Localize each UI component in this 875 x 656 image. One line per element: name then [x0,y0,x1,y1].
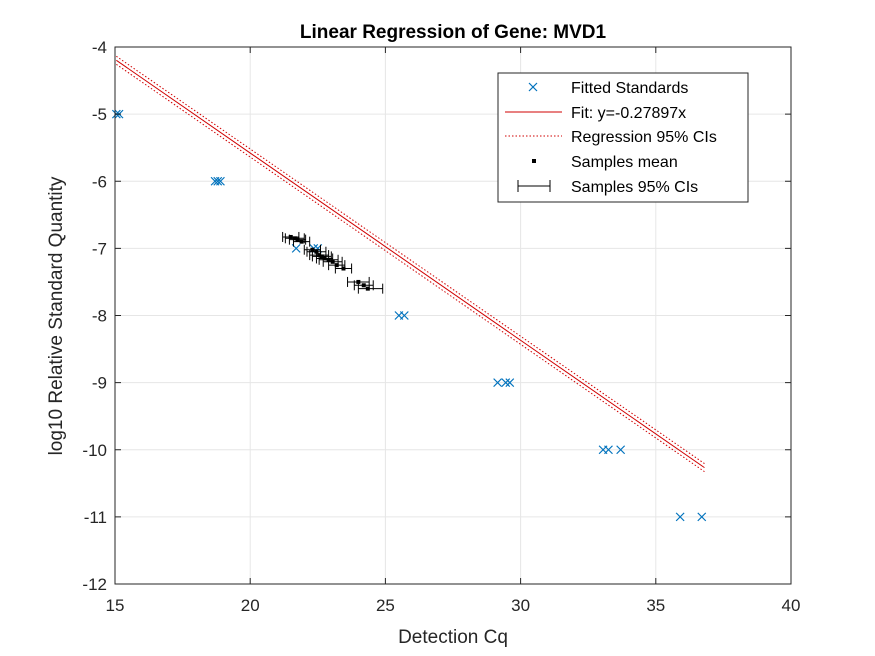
sample-errorbar [357,283,384,294]
regression-ci-lines [116,55,705,473]
standard-point [213,176,223,186]
standard-point [399,311,409,320]
x-tick-label: 25 [376,596,395,615]
standard-point [604,445,613,455]
standard-point [505,378,515,388]
sample-mean-point [341,266,346,271]
sample-mean-point [288,234,293,239]
standard-point [697,512,707,522]
legend-standard-marker [528,82,538,92]
y-tick-label: -9 [92,374,107,393]
legend-label-samples-ci: Samples 95% CIs [571,179,698,196]
sample-mean-point [356,279,361,284]
standard-point [216,176,225,186]
x-axis-label: Detection Cq [398,627,508,648]
y-tick-label: -6 [92,172,107,191]
chart-title: Linear Regression of Gene: MVD1 [300,22,607,43]
legend-item-fitted-standards: Fitted Standards [528,80,688,97]
fit-line-group [116,59,705,469]
x-tick-label: 35 [646,596,665,615]
standard-point [493,378,503,388]
fit-line [116,59,705,469]
y-tick-label: -5 [92,105,107,124]
sample-mean-point [299,239,304,244]
sample-mean-point [310,247,315,252]
legend-item-samples-mean: Samples mean [532,154,678,171]
legend-item-samples-ci: Samples 95% CIs [517,179,698,196]
x-tick-label: 40 [782,596,801,615]
legend-errorbar-icon [517,180,551,192]
sample-mean-point [295,237,300,242]
legend-item-fit: Fit: y=-0.27897x [505,105,686,122]
standard-point [501,378,511,388]
regression-ci-upper [116,55,705,464]
y-tick-label: -7 [92,239,107,258]
legend-box [497,72,749,203]
sample-mean-point [361,283,366,288]
legend: Fitted Standards Fit: y=-0.27897x Regres… [497,72,749,203]
x-tick-label: 15 [106,596,125,615]
y-tick-label: -8 [92,307,107,326]
legend-label-regression-ci: Regression 95% CIs [571,129,717,146]
legend-item-regression-ci: Regression 95% CIs [505,129,717,146]
sample-mean-point [326,257,331,262]
y-tick-label: -12 [82,575,107,594]
x-tick-label: 20 [241,596,260,615]
y-tick-label: -10 [82,441,107,460]
sample-mean-point [322,256,327,261]
standard-point [675,512,685,522]
y-tick-label: -4 [92,38,107,57]
standard-point [616,445,626,455]
y-tick-label: -11 [84,508,107,527]
y-axis-label: log10 Relative Standard Quantity [46,176,67,455]
sample-mean-point [319,254,324,259]
regression-ci-lower [116,63,705,473]
axis-ticks: 15 20 25 30 35 40 -12 -11 -10 -9 -8 -7 -6 -5 -4 [82,38,800,615]
samples-series [282,231,384,294]
sample-mean-point [330,259,335,264]
legend-label-fit: Fit: y=-0.27897x [571,105,686,122]
sample-mean-point [334,263,339,268]
sample-mean-point [292,236,297,241]
sample-mean-point [314,249,319,254]
legend-label-samples-mean: Samples mean [571,154,678,171]
legend-label-fitted-standards: Fitted Standards [571,80,688,97]
sample-mean-point [365,286,370,291]
x-tick-label: 30 [511,596,530,615]
legend-sample-marker [532,159,536,163]
